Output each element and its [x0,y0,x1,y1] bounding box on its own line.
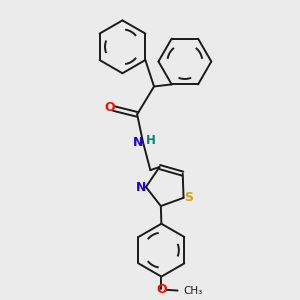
Text: CH₃: CH₃ [183,286,203,296]
Text: O: O [156,283,167,296]
Text: N: N [136,181,146,194]
Text: O: O [104,101,115,114]
Text: S: S [184,191,193,204]
Text: H: H [146,134,155,147]
Text: N: N [133,136,143,149]
